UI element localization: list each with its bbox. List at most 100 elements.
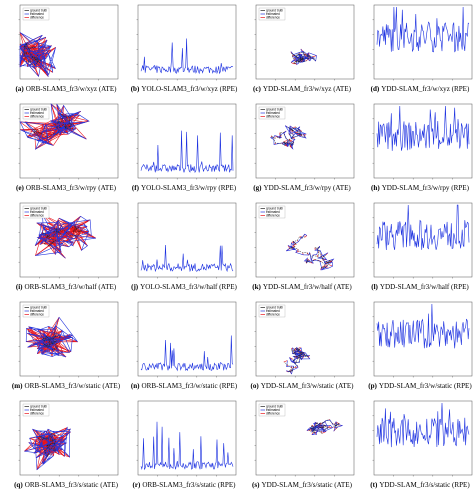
legend-label: estimated [266, 210, 280, 214]
caption-label: (i) [16, 283, 23, 291]
rpe-series [376, 402, 470, 448]
difference-line [60, 113, 90, 122]
difference-line [46, 222, 58, 229]
legend-label: ground truth [266, 207, 283, 211]
legend-box [22, 304, 50, 318]
caption-text: ORB-SLAM3_fr3/w/static (ATE) [25, 382, 121, 390]
panel [136, 301, 237, 378]
legend-label: ground truth [266, 306, 283, 310]
caption-label: (o) [250, 382, 259, 390]
rpe-series [376, 303, 470, 349]
legend-label: ground truth [30, 405, 47, 409]
caption: (d) YDD-SLAM_fr3/w/xyz (RPE) [371, 85, 470, 93]
caption-label: (a) [15, 85, 24, 93]
difference-line [316, 254, 319, 258]
difference-line [283, 360, 288, 363]
difference-line [290, 365, 293, 369]
rpe-series [140, 421, 234, 471]
difference-line [23, 55, 37, 66]
difference-line [24, 121, 39, 131]
legend-label: estimated [30, 309, 44, 313]
difference-line [313, 432, 317, 435]
rpe-series [376, 6, 470, 53]
ground-truth-path [41, 331, 61, 350]
caption: (e) ORB-SLAM3_fr3/w/rpy (ATE) [16, 184, 117, 192]
rpe-series [140, 38, 234, 75]
difference-line [312, 55, 317, 58]
caption: (l) YDD-SLAM_fr3/w/half (RPE) [371, 283, 469, 291]
legend-label: difference [266, 16, 280, 20]
difference-line [48, 431, 52, 434]
caption-label: (p) [368, 382, 377, 390]
ground-truth-path [289, 235, 333, 269]
panel [372, 103, 473, 180]
plot-frame [137, 4, 237, 80]
caption-label: (b) [131, 85, 140, 93]
legend-label: difference [30, 412, 44, 416]
estimated-path [19, 103, 90, 150]
caption: (t) YDD-SLAM_fr3/s/static (RPE) [370, 481, 470, 489]
estimated-path [19, 32, 56, 77]
difference-line [288, 139, 293, 142]
caption: (b) YOLO-SLAM3_fr3/w/xyz (RPE) [131, 85, 238, 93]
caption: (h) YDD-SLAM_fr3/w/rpy (RPE) [371, 184, 470, 192]
ground-truth-path [291, 51, 316, 65]
caption-text: ORB-SLAM3_fr3/w/rpy (ATE) [26, 184, 117, 192]
legend-label: difference [30, 214, 44, 218]
caption: (j) YOLO-SLAM3_fr3/w/half (RPE) [131, 283, 237, 291]
caption-text: ORB-SLAM3_fr3/w/static (RPE) [142, 382, 238, 390]
caption-label: (n) [131, 382, 140, 390]
difference-line [270, 135, 272, 138]
difference-line [37, 127, 66, 141]
caption-label: (j) [131, 283, 139, 291]
caption: (s) YDD-SLAM_fr3/s/static (ATE) [252, 481, 353, 489]
panel [136, 4, 237, 81]
caption-text: YDD-SLAM_fr3/s/static (ATE) [262, 481, 353, 489]
legend-label: difference [266, 313, 280, 317]
difference-line [35, 137, 49, 150]
difference-line [35, 245, 50, 256]
legend-label: difference [30, 16, 44, 20]
difference-line [50, 438, 65, 442]
difference-line [54, 427, 68, 440]
caption-text: ORB-SLAM3_fr3/w/half (ATE) [25, 283, 117, 291]
difference-line [322, 431, 327, 434]
caption: (r) ORB-SLAM3_fr3/s/static (RPE) [132, 481, 236, 489]
rpe-series [140, 244, 234, 273]
legend-label: difference [266, 412, 280, 416]
legend-label: estimated [30, 12, 44, 16]
estimated-path [34, 214, 96, 259]
ground-truth-path [309, 419, 340, 434]
caption-label: (f) [132, 184, 140, 192]
difference-line [302, 252, 304, 255]
legend-label: ground truth [266, 405, 283, 409]
caption-label: (k) [252, 283, 261, 291]
difference-line [306, 252, 309, 256]
legend-box [258, 304, 286, 318]
legend-label: estimated [266, 408, 280, 412]
difference-line [320, 430, 322, 434]
panel [136, 202, 237, 279]
difference-line [293, 244, 297, 246]
ground-truth-path [271, 126, 306, 147]
legend-label: ground truth [30, 108, 47, 112]
legend-label: ground truth [30, 207, 47, 211]
caption-text: YOLO-SLAM3_fr3/w/xyz (RPE) [141, 85, 238, 93]
caption-text: YDD-SLAM_fr3/w/rpy (RPE) [382, 184, 470, 192]
caption-label: (t) [370, 481, 378, 489]
caption-text: YDD-SLAM_fr3/w/static (RPE) [379, 382, 472, 390]
caption-label: (l) [371, 283, 378, 291]
legend-box [258, 106, 286, 120]
caption-text: YDD-SLAM_fr3/w/half (ATE) [263, 283, 352, 291]
difference-line [35, 232, 43, 256]
difference-line [72, 233, 81, 246]
caption-text: YDD-SLAM_fr3/w/half (RPE) [380, 283, 469, 291]
caption: (i) ORB-SLAM3_fr3/w/half (ATE) [16, 283, 117, 291]
legend-box [258, 7, 286, 21]
ground-truth-path [37, 432, 57, 457]
plot-frame [137, 301, 237, 377]
